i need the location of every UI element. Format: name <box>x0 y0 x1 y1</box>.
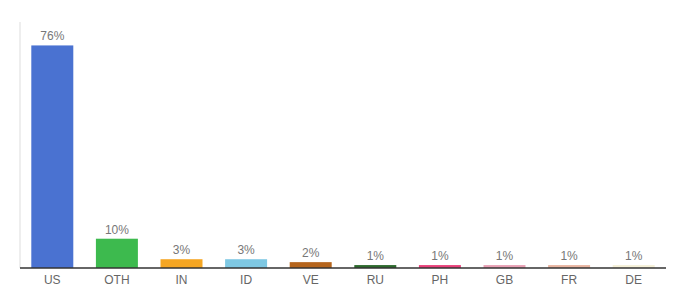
data-label: 2% <box>302 246 320 260</box>
x-axis-line <box>20 267 666 269</box>
bars <box>31 45 654 268</box>
bar <box>96 239 138 268</box>
data-label: 3% <box>237 243 255 257</box>
data-label: 1% <box>496 249 514 263</box>
data-label: 1% <box>625 249 643 263</box>
bar <box>225 259 267 268</box>
x-tick-label: VE <box>303 273 319 287</box>
data-label: 1% <box>431 249 449 263</box>
x-tick-label: OTH <box>104 273 129 287</box>
x-tick-label: GB <box>496 273 513 287</box>
data-label: 10% <box>105 223 129 237</box>
x-tick-label: RU <box>367 273 384 287</box>
data-label: 76% <box>40 29 64 43</box>
x-tick-label: PH <box>432 273 449 287</box>
data-label: 1% <box>367 249 385 263</box>
x-tick-label: ID <box>240 273 252 287</box>
y-axis-line <box>20 22 21 268</box>
chart-container: US OTH IN ID VE RU PH GB FR DE 76% 10% 3% 3% 2% 1% 1% 1% 1… <box>0 0 680 300</box>
x-tick-label: FR <box>561 273 577 287</box>
chart-svg: US OTH IN ID VE RU PH GB FR DE 76% 10% 3% 3% 2% 1% 1% 1% 1… <box>0 0 680 300</box>
bar <box>290 262 332 268</box>
x-tick-label: DE <box>625 273 642 287</box>
bar <box>161 259 203 268</box>
data-label: 3% <box>173 243 191 257</box>
bar <box>31 45 73 268</box>
data-label: 1% <box>560 249 578 263</box>
x-tick-label: IN <box>176 273 188 287</box>
x-tick-label: US <box>44 273 61 287</box>
